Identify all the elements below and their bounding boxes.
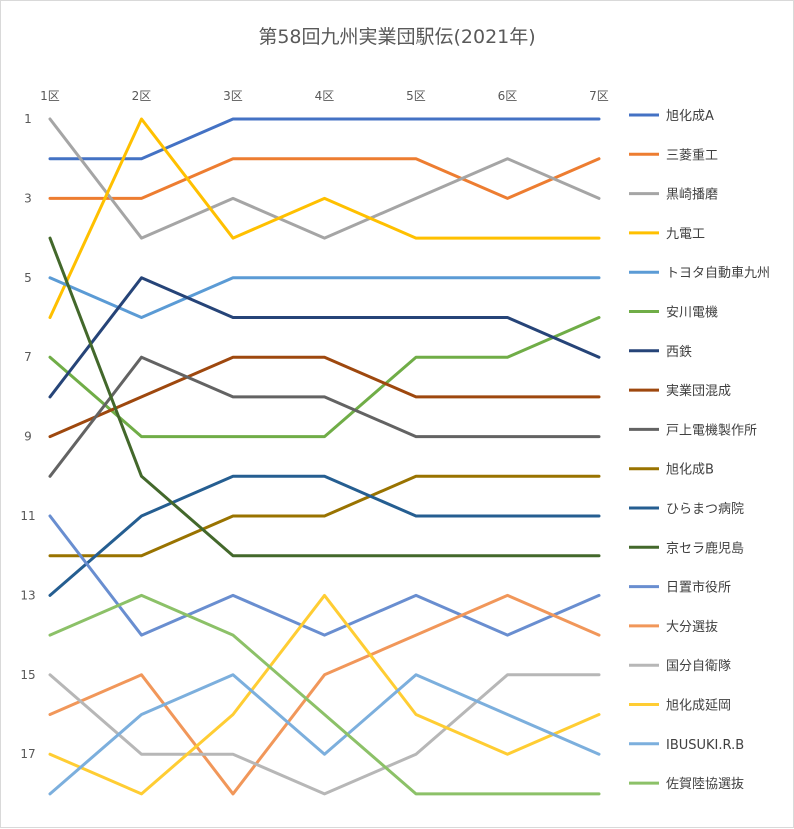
legend-label: IBUSUKI.R.B [666, 738, 744, 753]
series-line [48, 316, 601, 439]
series-line [48, 593, 601, 796]
series-line [48, 593, 601, 796]
series-line [48, 514, 601, 637]
y-tick-label: 7 [24, 350, 32, 364]
series-line [48, 276, 601, 399]
legend-label: 実業団混成 [666, 383, 731, 399]
legend-label: 黒崎播磨 [666, 188, 718, 203]
y-tick-label: 5 [24, 271, 32, 285]
series-line [48, 117, 601, 319]
legend-label: 三菱重工 [666, 147, 718, 163]
legend-label: 京セラ鹿児島 [666, 540, 744, 556]
legend-label: 日置市役所 [666, 580, 731, 596]
series-line [48, 593, 601, 796]
x-axis-tick-labels: 1区 2区 3区 4区 5区 6区 7区 [40, 89, 609, 103]
legend-label: 西鉄 [666, 345, 692, 360]
x-tick-label: 1区 [40, 89, 60, 103]
y-tick-label: 9 [24, 430, 32, 444]
x-tick-label: 3区 [223, 89, 243, 103]
legend-label: 九電工 [666, 227, 705, 242]
legend-label: 国分自衛隊 [666, 658, 731, 674]
plot-area [48, 117, 601, 796]
y-tick-label: 3 [24, 191, 32, 205]
legend: 旭化成A 三菱重工黒崎播磨九電工トヨタ自動車九州安川電機西鉄実業団混成戸上電機製作… [629, 109, 770, 792]
x-tick-label: 6区 [498, 89, 518, 103]
series-line [48, 673, 601, 796]
series-line [48, 673, 601, 796]
x-tick-label: 2区 [132, 89, 152, 103]
legend-label: 旭化成B [666, 463, 714, 478]
x-tick-label: 7区 [589, 89, 609, 103]
legend-label: 安川電機 [666, 306, 718, 321]
chart-title: 第58回九州実業団駅伝(2021年) [258, 26, 535, 48]
series-line [48, 117, 601, 161]
legend-label: トヨタ自動車九州 [666, 266, 770, 281]
series-line [48, 474, 601, 597]
y-tick-label: 11 [20, 509, 35, 523]
y-tick-label: 15 [20, 668, 35, 682]
y-tick-label: 1 [24, 112, 32, 126]
series-line [48, 474, 601, 558]
series-line [48, 355, 601, 478]
y-tick-label: 13 [20, 588, 35, 602]
legend-label: 佐賀陸協選抜 [666, 776, 744, 792]
series-line [48, 236, 601, 558]
legend-label: 旭化成延岡 [666, 699, 731, 714]
y-tick-label: 17 [20, 747, 35, 761]
legend-label: 旭化成A [666, 109, 714, 124]
series-line [48, 355, 601, 439]
legend-label: ひらまつ病院 [666, 502, 744, 517]
x-tick-label: 5区 [406, 89, 426, 103]
legend-label: 戸上電機製作所 [666, 423, 757, 438]
series-line [48, 276, 601, 319]
x-tick-label: 4区 [315, 89, 335, 103]
series-line [48, 157, 601, 200]
series-line [48, 117, 601, 240]
legend-label: 大分選抜 [666, 619, 718, 635]
